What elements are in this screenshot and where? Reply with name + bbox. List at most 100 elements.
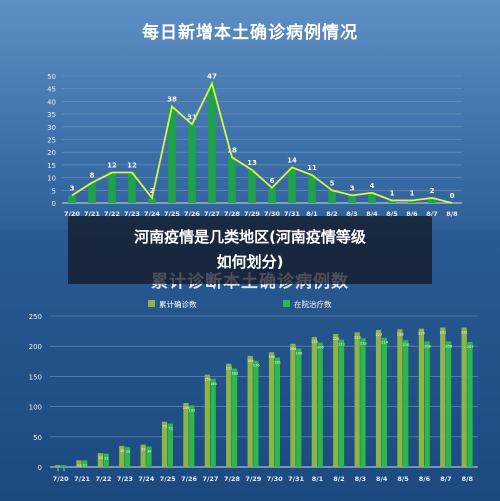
bar bbox=[168, 106, 176, 203]
data-label: 163 bbox=[231, 372, 238, 376]
x-tick-label: 8/6 bbox=[406, 210, 418, 218]
data-label: 228 bbox=[397, 332, 405, 336]
data-label: 190 bbox=[268, 355, 276, 359]
bar bbox=[388, 200, 396, 203]
bar bbox=[428, 197, 436, 203]
bar-cumulative bbox=[375, 329, 382, 467]
legend-swatch bbox=[283, 300, 290, 307]
bar bbox=[328, 190, 336, 203]
bar-in-hospital bbox=[146, 446, 152, 467]
bar-in-hospital bbox=[338, 339, 345, 467]
data-label: 38 bbox=[167, 95, 177, 103]
article-title-overlay[interactable]: 河南疫情是几类地区(河南疫情等级 如何划分) bbox=[68, 216, 432, 284]
data-label: 75 bbox=[163, 425, 168, 429]
x-tick-label: 8/4 bbox=[366, 210, 378, 218]
data-label: 223 bbox=[354, 335, 361, 339]
data-label: 23 bbox=[98, 456, 103, 460]
bar-cumulative bbox=[183, 402, 189, 467]
bar-cumulative bbox=[54, 465, 61, 467]
x-tick-label: 7/25 bbox=[160, 475, 176, 483]
y-tick-label: 50 bbox=[33, 434, 42, 442]
data-label: 227 bbox=[375, 333, 382, 337]
y-tick-label: 200 bbox=[29, 343, 42, 351]
overlay-line-2: 如何划分) bbox=[216, 253, 284, 271]
y-tick-label: 250 bbox=[29, 313, 42, 321]
data-label: 206 bbox=[317, 346, 325, 350]
bar bbox=[228, 157, 236, 203]
data-label: 22 bbox=[104, 457, 109, 461]
bar-cumulative bbox=[119, 445, 125, 467]
data-label: 35 bbox=[120, 449, 125, 453]
data-label: 208 bbox=[445, 344, 453, 348]
x-tick-label: 8/5 bbox=[386, 210, 398, 218]
x-tick-label: 7/20 bbox=[53, 475, 69, 483]
data-label: 12 bbox=[107, 162, 117, 170]
bar bbox=[68, 195, 76, 203]
bar bbox=[408, 200, 416, 203]
x-tick-label: 7/29 bbox=[245, 475, 261, 483]
y-tick-label: 10 bbox=[47, 175, 56, 183]
bar bbox=[88, 182, 96, 203]
data-label: 0 bbox=[450, 192, 455, 200]
bar-cumulative bbox=[161, 421, 168, 467]
bar bbox=[108, 172, 116, 203]
bar-cumulative bbox=[226, 363, 232, 467]
legend-swatch bbox=[148, 300, 155, 307]
data-label: 3 bbox=[57, 468, 59, 472]
y-tick-label: 5 bbox=[52, 187, 56, 195]
x-tick-label: 7/28 bbox=[224, 475, 240, 483]
x-tick-label: 7/26 bbox=[184, 210, 200, 218]
bar-cumulative bbox=[311, 337, 317, 467]
bar-in-hospital bbox=[445, 341, 452, 467]
x-tick-label: 8/3 bbox=[346, 210, 357, 218]
x-tick-label: 7/25 bbox=[164, 210, 180, 218]
bar-cumulative bbox=[290, 343, 296, 467]
data-label: 211 bbox=[338, 343, 345, 347]
x-tick-label: 7/31 bbox=[284, 210, 300, 218]
x-tick-label: 8/3 bbox=[355, 475, 366, 483]
x-tick-label: 8/8 bbox=[462, 475, 474, 483]
bar-in-hospital bbox=[274, 357, 280, 467]
bar-cumulative bbox=[440, 327, 446, 467]
bar-in-hospital bbox=[167, 423, 173, 467]
bar-in-hospital bbox=[360, 338, 366, 467]
x-tick-label: 8/7 bbox=[426, 210, 437, 218]
data-label: 213 bbox=[360, 341, 367, 345]
cumulative-cases-chart: 累计确诊数 在院治疗数 0 50 100 150 200 250 3 3 7/20 11 11 7/21 2… bbox=[29, 300, 478, 483]
bar-cumulative bbox=[76, 460, 82, 467]
data-label: 3 bbox=[62, 468, 64, 472]
data-label: 12 bbox=[127, 162, 137, 170]
x-tick-label: 8/8 bbox=[446, 210, 458, 218]
y-tick-label: 15 bbox=[47, 162, 56, 170]
x-tick-label: 8/6 bbox=[419, 475, 431, 483]
x-tick-label: 8/7 bbox=[440, 475, 451, 483]
data-label: 204 bbox=[290, 347, 298, 351]
x-tick-label: 8/1 bbox=[312, 475, 324, 483]
bar-in-hospital bbox=[124, 447, 131, 467]
data-label: 2 bbox=[430, 187, 435, 195]
bar-in-hospital bbox=[296, 348, 302, 467]
bar-cumulative bbox=[204, 374, 210, 467]
data-label: 34 bbox=[147, 449, 152, 453]
y-tick-label: 150 bbox=[29, 373, 42, 381]
data-label: 208 bbox=[424, 344, 432, 348]
bar-cumulative bbox=[354, 332, 360, 467]
data-label: 214 bbox=[381, 341, 389, 345]
x-tick-label: 7/30 bbox=[264, 210, 280, 218]
x-tick-label: 7/24 bbox=[138, 475, 154, 483]
x-tick-label: 8/5 bbox=[397, 475, 409, 483]
y-tick-label: 50 bbox=[47, 73, 56, 81]
data-label: 231 bbox=[440, 330, 447, 334]
legend-label: 累计确诊数 bbox=[159, 300, 197, 309]
data-label: 196 bbox=[296, 352, 304, 356]
bar-in-hospital bbox=[467, 341, 473, 467]
x-tick-label: 7/20 bbox=[64, 210, 80, 218]
data-label: 11 bbox=[307, 164, 317, 172]
bar bbox=[288, 167, 296, 203]
bar-in-hospital bbox=[253, 360, 259, 467]
data-label: 31 bbox=[187, 113, 197, 121]
data-label: 47 bbox=[207, 73, 217, 81]
x-tick-label: 8/1 bbox=[306, 210, 318, 218]
x-tick-label: 8/4 bbox=[376, 475, 388, 483]
y-tick-label: 25 bbox=[47, 137, 56, 145]
